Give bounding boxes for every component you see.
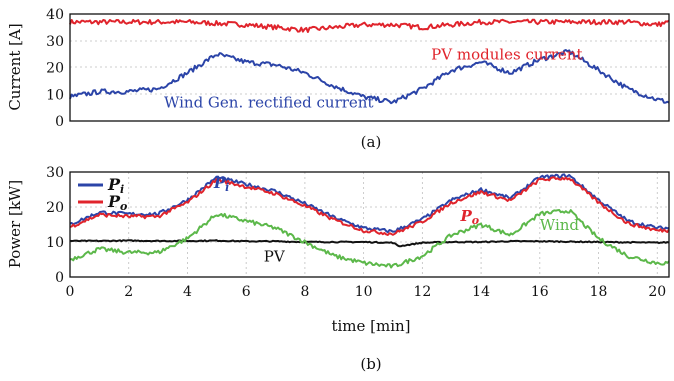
panel-a-y-ticks: 0 10 20 30 40 (46, 7, 64, 130)
y-tick-label-b-0: 0 (55, 270, 64, 286)
series-line-b-pi (69, 173, 670, 234)
y-tick-label-a-20: 20 (46, 61, 64, 77)
x-tick-label-b-10: 10 (355, 284, 373, 300)
x-tick-label-b-14: 14 (472, 284, 490, 300)
caption-a: (a) (361, 133, 382, 151)
y-tick-label-a-40: 40 (46, 7, 64, 23)
legend-label-po: Po (107, 192, 127, 213)
panel-a-ylabel: Current [A] (6, 23, 24, 110)
legend-pi-main: P (107, 175, 121, 194)
legend-label-pi: Pi (107, 175, 124, 196)
x-tick-label-b-20: 20 (648, 284, 666, 300)
caption-b: (b) (360, 355, 381, 373)
annotation-pv-modules-current: PV modules current (431, 45, 582, 63)
series-line-a-wind-gen-rectified-current (69, 49, 670, 105)
y-tick-label-b-30: 30 (46, 165, 64, 181)
panel-a-frame (69, 13, 670, 122)
series-line-b-pv (69, 239, 670, 248)
x-tick-label-b-16: 16 (531, 284, 549, 300)
panel-a-series (69, 18, 670, 105)
panel-b-xlabel: time [min] (331, 317, 410, 335)
y-tick-label-a-30: 30 (46, 34, 64, 50)
annotation-wind-gen-rectified-current: Wind Gen. rectified current (164, 94, 374, 112)
x-tick-label-b-6: 6 (242, 284, 251, 300)
legend: Pi Po (78, 175, 127, 213)
annotation-wind: Wind (540, 216, 580, 234)
x-tick-label-b-18: 18 (590, 284, 608, 300)
y-tick-label-a-0: 0 (55, 114, 64, 130)
annotation-po-sub: o (472, 214, 479, 227)
annotation-pi-sub: i (225, 181, 229, 194)
panel-a: 0 10 20 30 40 Current [A] PV modules current… (6, 7, 670, 151)
series-line-b-wind (69, 209, 670, 269)
y-tick-label-b-20: 20 (46, 200, 64, 216)
x-tick-label-b-2: 2 (124, 284, 133, 300)
x-tick-label-b-8: 8 (300, 284, 309, 300)
panel-b: 0 10 20 30 0 2 4 6 8 10 12 14 16 18 20 Power [kW] tim… (6, 165, 670, 373)
x-tick-label-b-4: 4 (183, 284, 192, 300)
series-line-a-pv-modules-current (69, 18, 670, 33)
annotation-po: Po (460, 207, 480, 227)
annotation-pi-main: P (213, 174, 226, 192)
annotation-po-main: P (460, 207, 473, 225)
annotation-pi: Pi (213, 174, 229, 194)
panel-b-x-ticks: 0 2 4 6 8 10 12 14 16 18 20 (66, 284, 667, 300)
series-line-b-po (69, 176, 670, 236)
panel-b-ylabel: Power [kW] (6, 180, 24, 268)
y-tick-label-b-10: 10 (46, 235, 64, 251)
legend-pi-sub: i (120, 183, 124, 196)
panel-b-series (69, 173, 670, 269)
panel-b-y-ticks: 0 10 20 30 (46, 165, 64, 286)
y-tick-label-a-10: 10 (46, 87, 64, 103)
legend-po-sub: o (120, 200, 127, 213)
annotation-pv: PV (264, 247, 286, 265)
panel-b-frame (69, 171, 670, 278)
x-tick-label-b-12: 12 (413, 284, 431, 300)
x-tick-label-b-0: 0 (66, 284, 75, 300)
legend-po-main: P (107, 192, 121, 211)
